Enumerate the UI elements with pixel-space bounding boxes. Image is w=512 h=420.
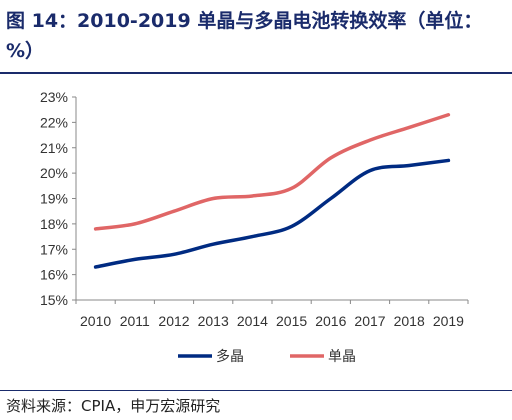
legend-label: 单晶 (328, 349, 356, 365)
series-line-mono (93, 113, 451, 231)
y-tick-label: 22% (40, 114, 68, 130)
legend-label: 多晶 (216, 348, 244, 365)
y-tick-label: 21% (40, 140, 68, 156)
chart-series (93, 113, 451, 269)
x-tick-label: 2019 (433, 313, 464, 329)
series-line-multi (93, 158, 451, 269)
x-tick-label: 2013 (198, 313, 229, 329)
x-tick-label: 2017 (354, 313, 385, 329)
y-tick-label: 16% (40, 267, 68, 283)
x-tick-label: 2012 (158, 313, 189, 329)
title-divider (0, 72, 512, 74)
y-tick-label: 23% (40, 89, 68, 105)
y-tick-label: 20% (40, 165, 68, 181)
x-tick-label: 2011 (120, 313, 150, 329)
y-tick-label: 19% (40, 191, 68, 207)
chart-legend: 多晶 单晶 (178, 348, 356, 365)
source-note: 资料来源：CPIA，申万宏源研究 (6, 397, 221, 415)
x-tick-label: 2015 (276, 313, 307, 329)
source-divider (0, 390, 512, 391)
x-tick-label: 2018 (394, 313, 425, 329)
x-tick-label: 2016 (315, 313, 346, 329)
y-tick-label: 17% (40, 241, 68, 257)
y-tick-label: 18% (40, 216, 68, 232)
chart-title: 图 14：2010-2019 单晶与多晶电池转换效率（单位：%） (6, 10, 483, 62)
x-tick-label: 2014 (237, 313, 268, 329)
x-tick-label: 2010 (80, 313, 111, 329)
chart-axes: 15% 16% 17% 18% 19% 20% 21% 22% 23% 2010 2011 2012 2… (40, 89, 469, 329)
y-tick-label: 15% (40, 292, 68, 308)
